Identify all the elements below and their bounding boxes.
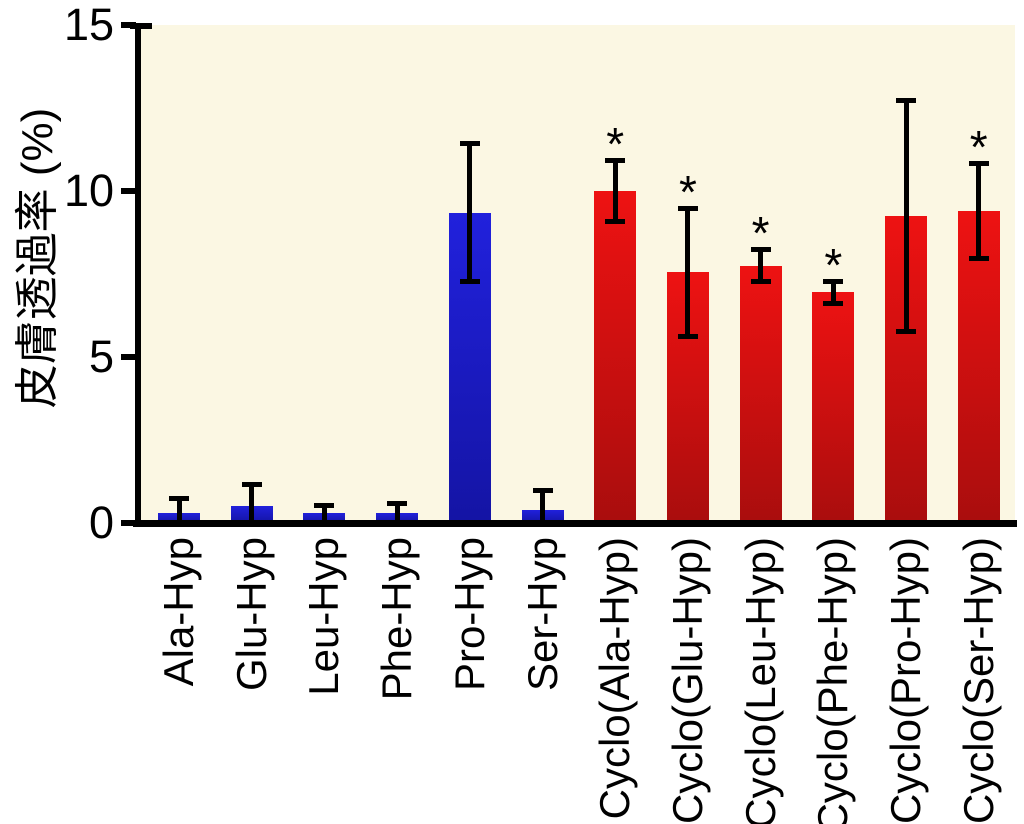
- x-tick-label: Glu-Hyp: [227, 537, 275, 692]
- y-tick-mark: [121, 188, 136, 194]
- y-tick-label: 0: [88, 497, 114, 548]
- significance-asterisk: *: [824, 238, 843, 291]
- error-bar: [394, 501, 400, 523]
- error-cap-top: [896, 98, 916, 104]
- error-cap-top: [241, 481, 262, 487]
- significance-asterisk: *: [606, 117, 625, 170]
- error-cap-top: [459, 141, 480, 147]
- x-tick-label: Ser-Hyp: [518, 537, 566, 692]
- x-tick-label: Cyclo(Phe-Hyp): [809, 537, 857, 824]
- error-cap-top: [750, 247, 771, 253]
- error-bar: [249, 481, 255, 523]
- y-tick-label: 5: [88, 331, 114, 382]
- y-tick-label: 10: [63, 165, 114, 216]
- bars-layer: * * * * *: [141, 25, 1015, 523]
- error-cap-bottom: [896, 328, 916, 334]
- y-tick-label: 15: [63, 0, 114, 50]
- bar-Cyclo(Ala-Hyp): [594, 191, 637, 523]
- bar-Cyclo(Leu-Hyp): [739, 265, 782, 523]
- x-tick-label: Cyclo(Pro-Hyp): [882, 537, 929, 824]
- error-cap-bottom: [968, 255, 989, 261]
- error-cap-bottom: [823, 300, 844, 306]
- y-tick-mark: [121, 520, 136, 526]
- error-cap-bottom: [750, 278, 771, 284]
- error-cap-bottom: [677, 333, 698, 339]
- y-axis-spine: [135, 23, 141, 527]
- error-bar: [976, 161, 982, 261]
- significance-asterisk: *: [678, 165, 697, 218]
- error-bar: [612, 157, 618, 225]
- plot-area: * * * * *: [141, 25, 1015, 523]
- significance-asterisk: *: [751, 207, 770, 260]
- error-bar: [830, 278, 836, 306]
- error-cap-top: [387, 501, 408, 507]
- error-cap-top: [605, 157, 626, 163]
- error-cap-top: [532, 488, 553, 494]
- error-bar: [685, 205, 691, 339]
- bar-Cyclo(Phe-Hyp): [812, 292, 855, 523]
- error-cap-bottom: [605, 219, 626, 225]
- significance-asterisk: *: [969, 121, 988, 174]
- error-bar: [321, 503, 327, 523]
- x-tick-label: Cyclo(Ala-Hyp): [591, 537, 639, 820]
- error-cap-top: [314, 503, 335, 509]
- error-cap-top: [968, 161, 989, 167]
- y-tick-mark: [121, 22, 136, 28]
- error-bar: [758, 247, 764, 284]
- error-cap-top: [677, 205, 698, 211]
- error-bar: [540, 488, 545, 523]
- x-tick-label: Phe-Hyp: [373, 537, 421, 701]
- bar-Cyclo(Ser-Hyp): [957, 210, 1000, 523]
- x-tick-label: Cyclo(Ser-Hyp): [954, 537, 1002, 824]
- x-tick-label: Cyclo(Glu-Hyp): [663, 537, 711, 824]
- error-cap-bottom: [459, 278, 480, 284]
- y-axis-top-cap: [130, 23, 152, 29]
- error-bar: [467, 141, 473, 284]
- error-cap-top: [823, 278, 844, 284]
- error-bar: [176, 496, 182, 523]
- x-tick-label: Pro-Hyp: [445, 537, 493, 692]
- x-tick-label: Cyclo(Leu-Hyp): [736, 537, 784, 824]
- error-bar: [903, 98, 909, 334]
- y-tick-mark: [121, 354, 136, 360]
- x-tick-label: Ala-Hyp: [155, 537, 202, 687]
- error-cap-top: [169, 496, 189, 502]
- x-axis-spine: [133, 520, 1017, 527]
- x-tick-label: Leu-Hyp: [300, 537, 348, 696]
